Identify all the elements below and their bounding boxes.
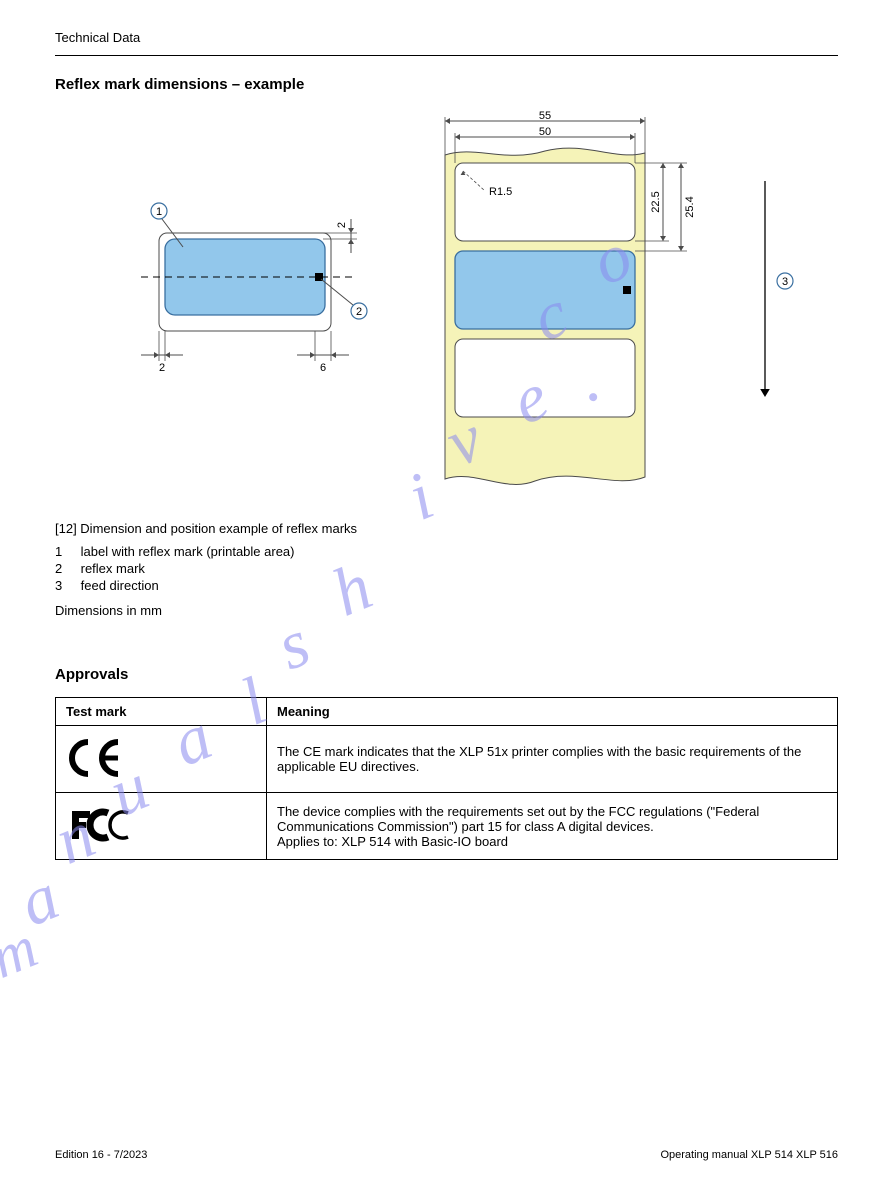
svg-text:2: 2: [336, 222, 348, 228]
fcc-mark-cell: [56, 793, 267, 860]
svg-text:3: 3: [782, 276, 788, 288]
svg-text:55: 55: [539, 111, 551, 122]
legend-2: 2 reflex mark: [55, 561, 838, 576]
approvals-col-meaning: Meaning: [267, 698, 838, 726]
legend-1-text: label with reflex mark (printable area): [81, 544, 295, 559]
header-rule: [55, 55, 838, 56]
reflex-mark-figure: 12226R1.5555022.525.43 o c . e v i: [55, 111, 838, 511]
figure-caption: [12] Dimension and position example of r…: [55, 521, 838, 536]
diagram-svg: 1 2 2 2 6 R1.5 55 50 22.5 25.4 3: [55, 111, 838, 511]
svg-text:25.4: 25.4: [684, 196, 696, 217]
legend-1: 1 label with reflex mark (printable area…: [55, 544, 838, 559]
approvals-col-mark: Test mark: [56, 698, 267, 726]
svg-text:2: 2: [356, 306, 362, 318]
legend-2-text: reflex mark: [81, 561, 145, 576]
fcc-mark-icon: [66, 805, 136, 845]
footer-right: Operating manual XLP 514 XLP 516: [660, 1149, 838, 1161]
legend-3-num: 3: [55, 578, 77, 593]
svg-text:2: 2: [159, 362, 165, 374]
dimensions-note: Dimensions in mm: [55, 603, 838, 618]
svg-text:R1.5: R1.5: [489, 186, 512, 198]
section-title: Reflex mark dimensions – example: [55, 76, 838, 93]
legend-2-num: 2: [55, 561, 77, 576]
fcc-meaning: The device complies with the requirement…: [267, 793, 838, 860]
legend-3: 3 feed direction: [55, 578, 838, 593]
ce-meaning: The CE mark indicates that the XLP 51x p…: [267, 726, 838, 793]
page-header: Technical Data: [55, 30, 838, 55]
svg-text:50: 50: [539, 126, 551, 138]
ce-mark-icon: [66, 738, 136, 778]
ce-mark-cell: [56, 726, 267, 793]
svg-text:1: 1: [156, 206, 162, 218]
legend-1-num: 1: [55, 544, 77, 559]
approvals-table: Test mark Meaning The CE mark indicates …: [55, 697, 838, 860]
svg-text:22.5: 22.5: [650, 191, 662, 212]
footer-left: Edition 16 - 7/2023: [55, 1149, 147, 1161]
approvals-title: Approvals: [55, 666, 838, 683]
svg-text:6: 6: [320, 362, 326, 374]
page-footer: Edition 16 - 7/2023 Operating manual XLP…: [55, 1149, 838, 1161]
legend-3-text: feed direction: [81, 578, 159, 593]
